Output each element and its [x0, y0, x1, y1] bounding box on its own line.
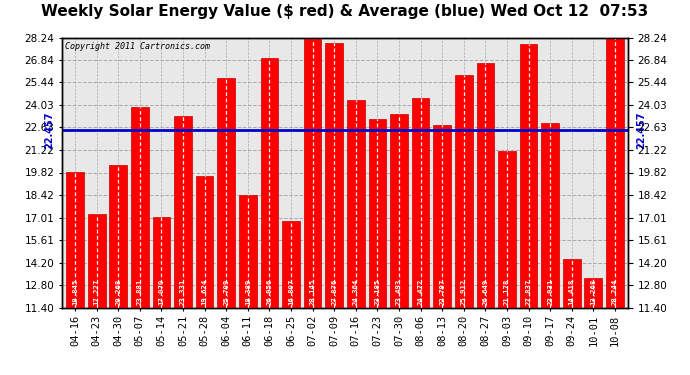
Bar [520, 44, 538, 308]
Text: 23.185: 23.185 [375, 279, 380, 305]
Text: 19.624: 19.624 [201, 279, 208, 305]
Text: 20.268: 20.268 [115, 279, 121, 305]
Text: 24.364: 24.364 [353, 279, 359, 305]
Text: 22.457: 22.457 [44, 111, 54, 149]
Text: Copyright 2011 Cartronics.com: Copyright 2011 Cartronics.com [65, 42, 210, 51]
Text: 24.472: 24.472 [417, 279, 424, 305]
Text: 25.709: 25.709 [224, 279, 229, 305]
Bar [498, 151, 516, 308]
Text: 28.145: 28.145 [310, 279, 315, 305]
Text: 23.881: 23.881 [137, 279, 143, 305]
Text: 28.244: 28.244 [612, 279, 618, 305]
Text: 14.418: 14.418 [569, 279, 575, 305]
Text: 26.649: 26.649 [482, 279, 489, 305]
Text: 18.389: 18.389 [245, 279, 251, 305]
Bar [131, 107, 149, 308]
Bar [606, 38, 624, 308]
Bar [196, 176, 213, 308]
Text: 22.931: 22.931 [547, 279, 553, 305]
Text: 23.493: 23.493 [396, 279, 402, 305]
Bar [368, 118, 386, 308]
Bar [326, 44, 343, 308]
Bar [433, 125, 451, 308]
Bar [584, 278, 602, 308]
Bar [347, 100, 364, 308]
Bar [563, 259, 580, 308]
Bar [152, 217, 170, 308]
Text: 21.178: 21.178 [504, 279, 510, 305]
Text: 27.837: 27.837 [526, 279, 531, 305]
Bar [239, 195, 257, 308]
Text: 22.457: 22.457 [636, 111, 646, 149]
Bar [110, 165, 127, 308]
Bar [304, 39, 322, 308]
Text: Weekly Solar Energy Value ($ red) & Average (blue) Wed Oct 12  07:53: Weekly Solar Energy Value ($ red) & Aver… [41, 4, 649, 19]
Text: 25.912: 25.912 [461, 279, 466, 305]
Text: 17.227: 17.227 [94, 279, 99, 305]
Text: 17.070: 17.070 [159, 279, 164, 305]
Bar [282, 221, 300, 308]
Bar [217, 78, 235, 308]
Text: 13.268: 13.268 [591, 279, 596, 305]
Text: 16.807: 16.807 [288, 279, 294, 305]
Bar [66, 172, 84, 308]
Text: 26.956: 26.956 [266, 279, 273, 305]
Bar [390, 114, 408, 308]
Bar [174, 116, 192, 308]
Text: 22.797: 22.797 [439, 279, 445, 305]
Bar [261, 58, 278, 308]
Bar [455, 75, 473, 307]
Text: 27.876: 27.876 [331, 279, 337, 305]
Bar [412, 98, 429, 308]
Text: 19.845: 19.845 [72, 279, 78, 305]
Bar [477, 63, 494, 308]
Text: 23.331: 23.331 [180, 279, 186, 305]
Bar [88, 214, 106, 308]
Bar [541, 123, 559, 308]
